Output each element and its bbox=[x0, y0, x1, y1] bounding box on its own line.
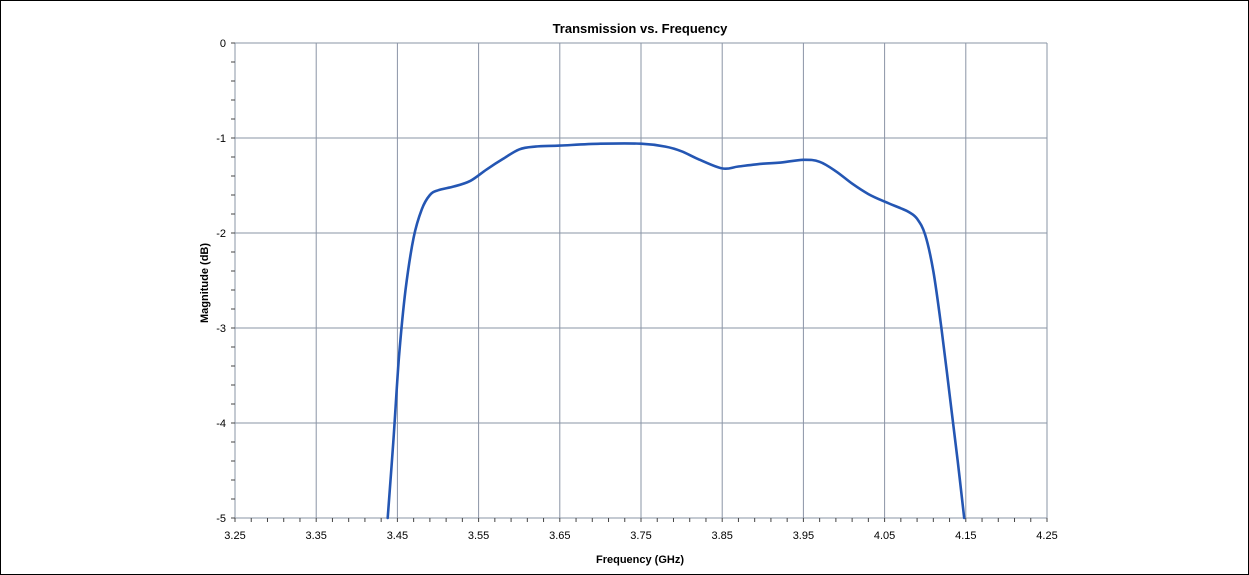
x-tick-label: 3.95 bbox=[793, 530, 814, 542]
x-tick-label: 3.85 bbox=[711, 530, 732, 542]
grid-lines bbox=[234, 42, 1048, 519]
y-axis-label: Magnitude (dB) bbox=[199, 243, 211, 323]
x-tick-label: 4.05 bbox=[874, 530, 895, 542]
chart-title: Transmission vs. Frequency bbox=[553, 21, 729, 36]
minor-ticks bbox=[231, 42, 1048, 522]
x-tick-label: 4.25 bbox=[1036, 530, 1057, 542]
y-tick-label: -1 bbox=[216, 133, 226, 145]
y-tick-label: -5 bbox=[216, 513, 226, 525]
y-tick-label: -3 bbox=[216, 323, 226, 335]
y-tick-labels: 0 -1 -2 -3 -4 -5 bbox=[216, 38, 226, 525]
x-tick-label: 3.65 bbox=[549, 530, 570, 542]
x-tick-labels: 3.25 3.35 3.45 3.55 3.65 3.75 3.85 3.95 4.05 4.15… bbox=[224, 530, 1057, 542]
x-tick-label: 3.45 bbox=[387, 530, 408, 542]
y-tick-label: -2 bbox=[216, 228, 226, 240]
x-tick-label: 3.55 bbox=[468, 530, 489, 542]
x-tick-label: 3.35 bbox=[305, 530, 326, 542]
y-tick-label: 0 bbox=[220, 38, 226, 50]
x-tick-label: 4.15 bbox=[955, 530, 976, 542]
x-axis-label: Frequency (GHz) bbox=[596, 554, 684, 566]
x-tick-label: 3.25 bbox=[224, 530, 245, 542]
y-tick-label: -4 bbox=[216, 418, 226, 430]
series-line bbox=[386, 142, 966, 520]
x-tick-label: 3.75 bbox=[630, 530, 651, 542]
